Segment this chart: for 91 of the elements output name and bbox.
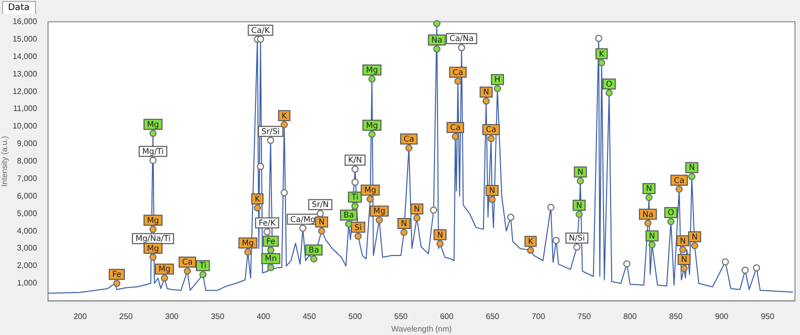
x-tick-label: 400 (256, 312, 271, 321)
annotation: Ca/Na (450, 34, 474, 44)
text: Data (2, 1, 36, 14)
y-tick-label: 15,000 (12, 34, 38, 44)
annotation: Fe (112, 270, 122, 279)
annotation: Mg (373, 206, 386, 216)
y-tick-label: 12,000 (12, 86, 38, 96)
y-tick-label: 6,000 (17, 191, 38, 200)
annotation: N (577, 168, 584, 177)
annotation: O (668, 208, 674, 218)
annotation: Ca (486, 125, 496, 134)
annotation: K (254, 194, 261, 204)
y-axis-title: Intensity (a.u.) (0, 136, 10, 187)
annotation: N (681, 255, 688, 264)
annotation: H (494, 75, 500, 84)
annotation: Ti (350, 192, 358, 202)
annotation: N (414, 204, 420, 214)
annotation: Ca (182, 258, 193, 267)
annotation: Ba (308, 246, 320, 255)
annotation: Mg (364, 186, 376, 195)
annotation: Ca (452, 68, 464, 77)
x-tick-label: 750 (578, 312, 592, 321)
y-tick-label: 10,000 (12, 122, 38, 131)
annotation: Na (642, 210, 654, 219)
annotation: Ti (198, 261, 206, 270)
annotation: N (318, 218, 325, 227)
y-tick-label: 1,000 (17, 278, 38, 288)
annotation: N (437, 230, 444, 240)
x-tick-label: 450 (302, 312, 316, 321)
y-tick-label: 7,000 (17, 174, 38, 183)
annotation: Fe (266, 236, 276, 246)
y-tick-label: 16,000 (12, 17, 38, 26)
annotation: Mg/Ti (142, 147, 164, 156)
annotation: Mg (147, 216, 159, 225)
annotation: N (483, 88, 490, 97)
y-tick-label: 5,000 (17, 208, 38, 218)
y-tick-label: 4,000 (17, 226, 38, 236)
x-tick-label: 350 (210, 312, 225, 321)
x-tick-label: 900 (715, 312, 729, 321)
annotation: Mg (366, 66, 378, 75)
annotation: Sr/Si (261, 126, 280, 136)
y-tick-label: 13,000 (12, 69, 38, 78)
x-tick-label: 650 (486, 312, 500, 321)
x-tick-label: 250 (119, 312, 134, 321)
annotation: N (692, 232, 698, 242)
annotation: Mg (242, 238, 254, 248)
annotation: N (688, 163, 695, 172)
y-tick-label: 9,000 (17, 139, 38, 148)
annotation: K (599, 49, 605, 58)
annotation: Si (354, 222, 362, 232)
annotation: Mg/Na/Ti (135, 234, 171, 244)
y-tick-label: 3,000 (17, 244, 38, 253)
annotation: Mn (264, 254, 277, 264)
x-tick-label: 200 (73, 312, 88, 321)
x-tick-label: 850 (669, 312, 684, 321)
x-tick-label: 600 (440, 312, 454, 321)
x-tick-label: 550 (394, 312, 408, 321)
annotation: Ca (404, 134, 414, 144)
x-tick-label: 800 (623, 312, 638, 321)
annotation: Sr/N (312, 200, 329, 210)
y-tick-label: 2,000 (17, 261, 38, 270)
y-tick-label: 14,000 (12, 52, 38, 61)
x-tick-label: 500 (348, 312, 362, 321)
annotation: Mg (147, 120, 159, 129)
annotation: Ca/K (251, 26, 270, 35)
annotation: Ca/Mg (290, 214, 316, 224)
x-tick-label: 700 (532, 312, 546, 321)
annotation: N (576, 200, 582, 210)
annotation: N (400, 219, 407, 228)
x-tick-label: 950 (760, 312, 775, 321)
annotation: Mg (158, 264, 170, 274)
annotation: N (680, 236, 686, 246)
annotation: Mg (147, 244, 159, 253)
annotation: K/N (348, 156, 362, 165)
annotation: N (646, 184, 652, 194)
annotation: K (282, 111, 288, 120)
x-axis-title: Wavelength (nm) (391, 324, 452, 334)
annotation: Ca (674, 176, 684, 185)
annotation: Mg (366, 120, 378, 130)
y-tick-label: 11,000 (13, 104, 38, 114)
annotation: N/Si (568, 234, 585, 243)
x-tick-label: 300 (165, 312, 180, 321)
annotation: Ba (343, 210, 354, 220)
annotation: Ca (450, 123, 461, 132)
y-tick-label: 8,000 (17, 156, 38, 166)
annotation: Na (431, 36, 442, 45)
annotation: Fe/K (258, 218, 276, 228)
annotation: K (528, 236, 534, 246)
annotation: N (489, 186, 496, 196)
annotation: O (606, 80, 612, 89)
annotation: N (649, 231, 656, 240)
